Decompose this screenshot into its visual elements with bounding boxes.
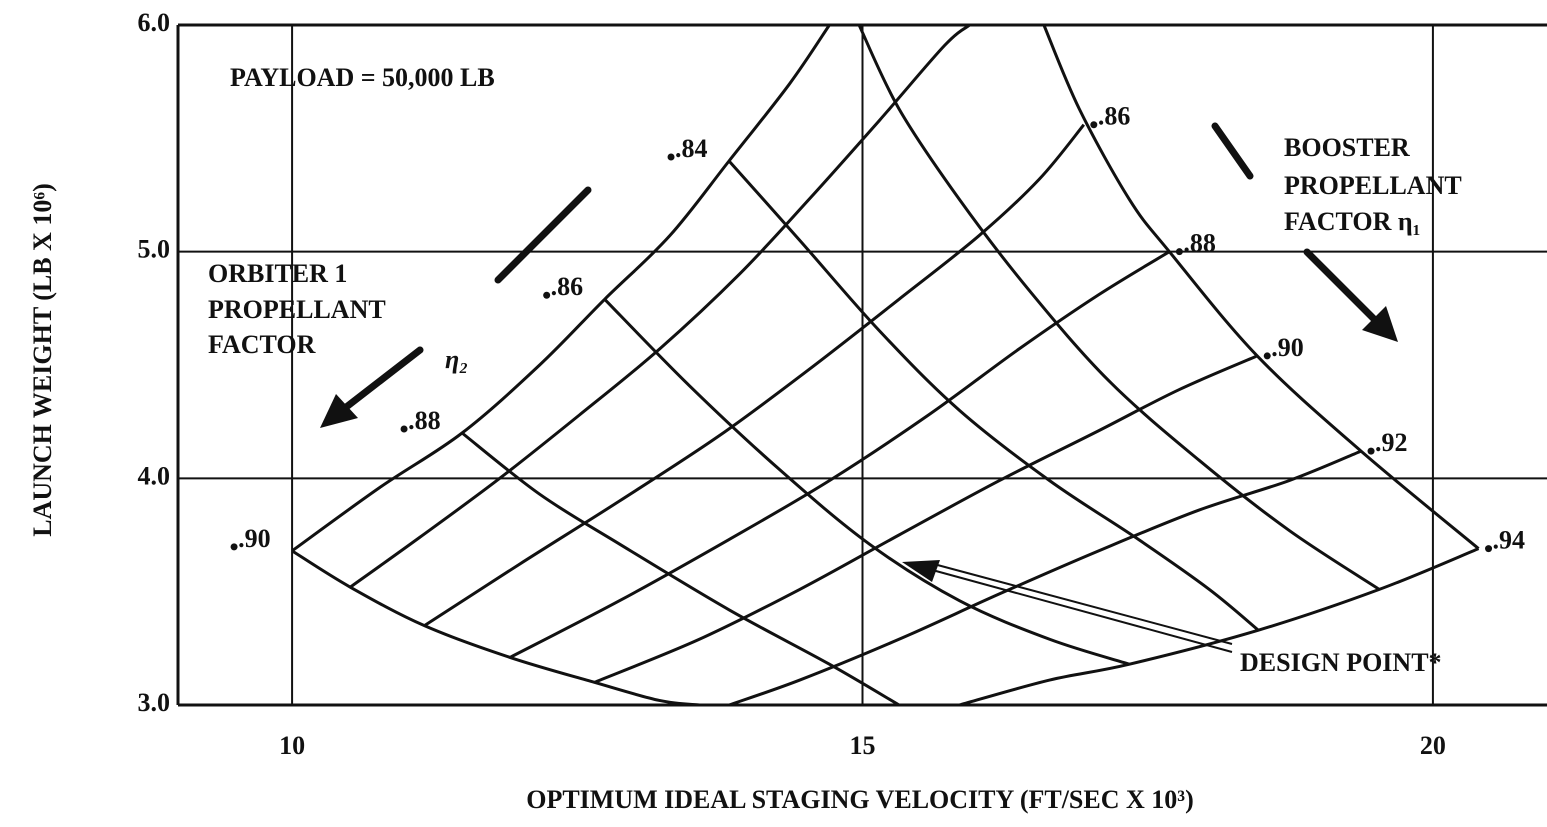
- curve-label: .90: [1271, 333, 1304, 362]
- x-tick-label: 15: [850, 731, 876, 760]
- carpet-line: [291, 549, 700, 707]
- carpet-line: [728, 449, 1362, 707]
- curve-label: .92: [1375, 428, 1408, 457]
- label-dot: [1367, 447, 1375, 455]
- orbiter-arrow: [341, 346, 424, 412]
- annotation: ORBITER 1: [208, 259, 347, 288]
- carpet-line: [603, 298, 1130, 666]
- x-tick-label: 10: [279, 731, 305, 760]
- carpet-line: [509, 250, 1171, 659]
- y-tick-label: 4.0: [138, 461, 171, 490]
- design-leader: [929, 562, 1233, 645]
- curve-label: .90: [238, 524, 270, 553]
- carpet-line: [1042, 24, 1480, 550]
- curve-label: .88: [1183, 229, 1216, 258]
- label-dot: [543, 291, 551, 299]
- carpet-line: [593, 354, 1258, 684]
- carpet-line: [727, 160, 1260, 632]
- curve-label: .86: [1098, 102, 1131, 131]
- label-dot: [1485, 545, 1493, 553]
- carpet-line: [423, 123, 1085, 627]
- y-tick-label: 5.0: [138, 235, 171, 264]
- annotation: PAYLOAD = 50,000 LB: [230, 63, 495, 92]
- annotation: PROPELLANT: [1284, 171, 1462, 200]
- y-axis-label: LAUNCH WEIGHT (LB X 10⁶): [28, 183, 57, 537]
- curve-label: .84: [675, 134, 708, 163]
- curve-label: .94: [1493, 526, 1526, 555]
- label-dot: [1090, 121, 1098, 129]
- design-arrowhead: [902, 560, 940, 582]
- label-dot: [1175, 248, 1183, 256]
- annotation: PROPELLANT: [208, 295, 386, 324]
- x-tick-label: 20: [1420, 731, 1446, 760]
- carpet-line: [349, 23, 971, 589]
- booster-stroke: [1211, 122, 1254, 180]
- carpet-line: [291, 24, 831, 553]
- label-dot: [230, 543, 238, 551]
- y-tick-label: 3.0: [138, 688, 171, 717]
- annotation: FACTOR η₁: [1284, 207, 1420, 236]
- carpet-line: [959, 547, 1480, 707]
- carpet-line: [857, 24, 1381, 591]
- arrows: [320, 122, 1398, 653]
- booster-arrowhead: [1362, 306, 1398, 342]
- annotation: η₂: [445, 345, 468, 374]
- booster-arrow: [1303, 248, 1379, 324]
- label-dot: [667, 153, 675, 161]
- curve-label: .86: [551, 272, 584, 301]
- carpet-line: [461, 431, 900, 707]
- annotation: BOOSTER: [1284, 133, 1410, 162]
- annotation: FACTOR: [208, 330, 316, 359]
- curve-label: .88: [408, 406, 441, 435]
- y-tick-label: 6.0: [138, 8, 171, 37]
- label-dot: [400, 425, 408, 433]
- orbiter-stroke: [494, 186, 592, 284]
- label-dot: [1263, 352, 1271, 360]
- x-axis-label: OPTIMUM IDEAL STAGING VELOCITY (FT/SEC X…: [526, 785, 1194, 814]
- orbiter-arrowhead: [320, 394, 358, 428]
- annotation: DESIGN POINT*: [1240, 648, 1442, 677]
- design-leader: [924, 567, 1233, 653]
